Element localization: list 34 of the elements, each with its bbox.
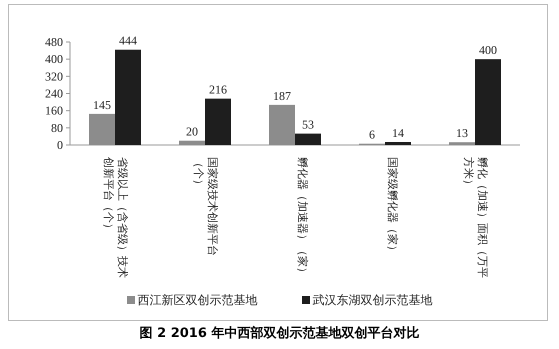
x-tick-label: 孵化器（加速器）（家） — [295, 157, 309, 280]
data-label: 53 — [302, 118, 314, 132]
bar — [295, 134, 321, 145]
bar — [475, 59, 501, 145]
y-tick-label: 80 — [51, 120, 63, 135]
bar — [269, 104, 295, 145]
bar — [115, 50, 141, 145]
y-tick-label: 240 — [45, 86, 63, 100]
y-tick-label: 160 — [45, 104, 63, 118]
data-label: 187 — [273, 88, 291, 103]
legend-label: 武汉东湖双创示范基地 — [312, 293, 432, 307]
data-label: 13 — [456, 126, 468, 140]
bar — [205, 98, 231, 145]
data-label: 145 — [93, 98, 111, 112]
legend-label: 西江新区双创示范基地 — [136, 293, 258, 307]
data-label: 216 — [209, 82, 227, 97]
bar — [385, 142, 411, 145]
y-tick-label: 480 — [45, 35, 63, 49]
data-label: 14 — [392, 126, 404, 140]
x-tick-label: 国家级孵化器（家） — [385, 157, 399, 258]
x-tick-label: 省级以上（含省级）技术创新平台（个） — [101, 157, 129, 280]
data-label: 400 — [479, 43, 497, 58]
bar — [179, 140, 205, 145]
bar — [449, 142, 475, 145]
data-label: 6 — [369, 128, 375, 142]
x-tick-label: 孵化（加速）面积（万平方米） — [461, 157, 489, 280]
bar — [89, 114, 115, 145]
data-label: 444 — [119, 34, 137, 48]
y-tick-label: 320 — [45, 69, 63, 84]
x-tick-label: 国家级技术创新平台（个） — [191, 157, 219, 258]
y-tick-label: 400 — [45, 52, 63, 66]
data-label: 20 — [186, 124, 198, 139]
text: 图 2 2016 年中西部双创示范基地双创平台对比 — [138, 324, 420, 342]
y-tick-label: 0 — [57, 138, 63, 152]
